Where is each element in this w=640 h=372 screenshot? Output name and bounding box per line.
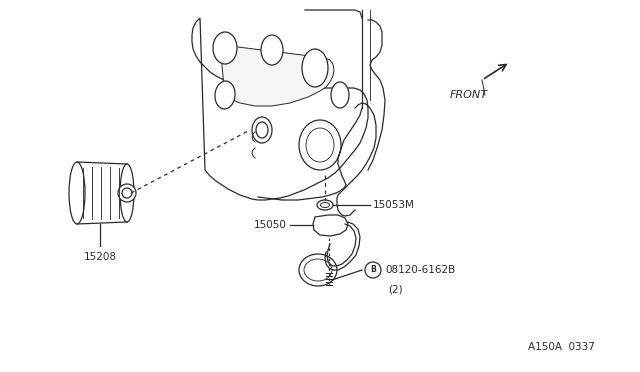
Text: 15050: 15050 [254,220,287,230]
Ellipse shape [213,32,237,64]
Ellipse shape [256,122,268,138]
Ellipse shape [120,164,134,222]
Ellipse shape [252,117,272,143]
Text: FRONT: FRONT [450,90,488,100]
Ellipse shape [317,200,333,210]
Polygon shape [192,18,368,200]
Circle shape [365,262,381,278]
Text: 08120-6162B: 08120-6162B [385,265,455,275]
Text: (2): (2) [388,284,403,294]
Text: 15208: 15208 [83,252,116,262]
Ellipse shape [302,49,328,87]
Polygon shape [313,215,348,236]
Ellipse shape [118,184,136,202]
Polygon shape [220,45,334,106]
Text: 15053M: 15053M [373,200,415,210]
Text: A150A  0337: A150A 0337 [528,342,595,352]
Ellipse shape [331,82,349,108]
Ellipse shape [299,254,337,286]
Ellipse shape [321,202,330,208]
Ellipse shape [122,188,132,198]
Ellipse shape [69,162,85,224]
Ellipse shape [299,120,341,170]
Ellipse shape [261,35,283,65]
Ellipse shape [215,81,235,109]
Ellipse shape [306,128,334,162]
Ellipse shape [304,259,332,281]
Text: B: B [370,266,376,275]
